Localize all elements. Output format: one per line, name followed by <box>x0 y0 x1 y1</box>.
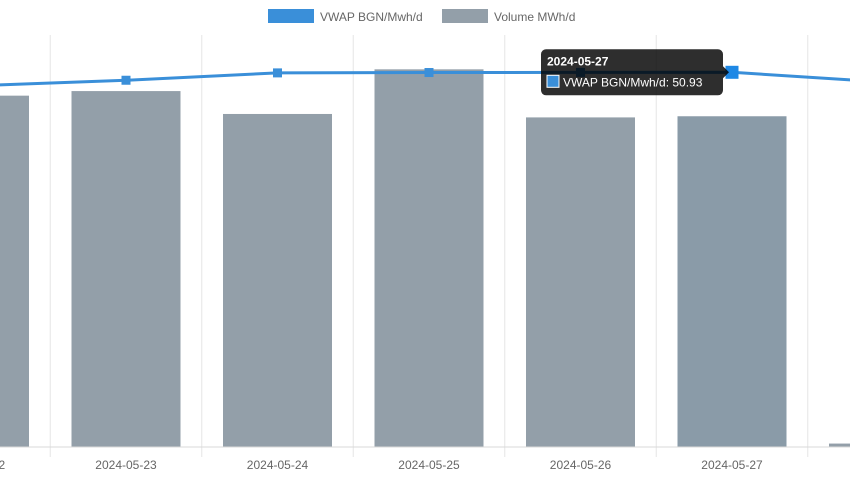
legend[interactable]: VWAP BGN/Mwh/d Volume MWh/d <box>268 9 575 24</box>
vertical-gridlines <box>49 35 809 457</box>
volume-bar[interactable] <box>829 443 850 447</box>
x-tick-label: 2024-05-22 <box>0 458 6 472</box>
volume-bar[interactable] <box>526 117 635 448</box>
tooltip-swatch <box>546 74 560 88</box>
tooltip-caret <box>723 66 729 79</box>
volume-bars <box>0 69 850 448</box>
x-tick-label: 2024-05-24 <box>247 458 309 472</box>
volume-bar[interactable] <box>71 91 181 448</box>
volume-bar[interactable] <box>677 116 787 447</box>
tooltip-label: VWAP BGN/Mwh/d: 50.93 <box>563 75 703 89</box>
legend-item[interactable]: Volume MWh/d <box>442 9 575 24</box>
vwap-point[interactable] <box>725 65 739 79</box>
legend-swatch <box>268 9 314 23</box>
legend-swatch <box>442 9 488 23</box>
vwap-point[interactable] <box>273 68 282 78</box>
vwap-point[interactable] <box>121 75 131 85</box>
x-tick-label: 2024-05-27 <box>701 458 763 472</box>
x-tick-label: 2024-05-26 <box>550 458 612 472</box>
x-axis-ticks: 2024-05-22 2024-05-23 2024-05-24 2024-05-25… <box>0 458 763 472</box>
legend-label: Volume MWh/d <box>494 10 575 24</box>
volume-bar[interactable] <box>0 95 29 448</box>
legend-item[interactable]: VWAP BGN/Mwh/d <box>268 9 423 24</box>
x-tick-label: 2024-05-25 <box>398 458 460 472</box>
tooltip-title: 2024-05-27 <box>547 54 609 68</box>
tooltip: 2024-05-27 VWAP BGN/Mwh/d: 50.93 <box>541 49 729 96</box>
x-tick-label: 2024-05-23 <box>95 458 157 472</box>
volume-bar[interactable] <box>374 69 484 447</box>
volume-bar[interactable] <box>223 113 332 447</box>
tooltip-box <box>541 49 723 96</box>
vwap-point[interactable] <box>424 68 434 78</box>
legend-label: VWAP BGN/Mwh/d <box>320 10 423 24</box>
